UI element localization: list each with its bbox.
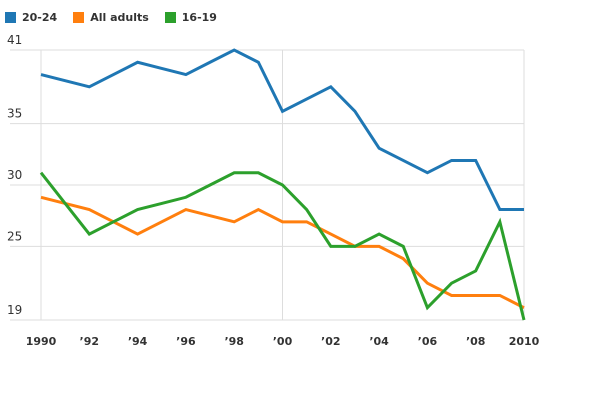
x-tick-label: ’06 — [418, 335, 438, 348]
legend-label: 20-24 — [22, 11, 58, 24]
y-tick-label: 30 — [7, 168, 22, 182]
series-line-20-24 — [40, 48, 524, 212]
x-tick-label: ’04 — [369, 335, 389, 348]
x-tick-label: ’98 — [224, 335, 244, 348]
x-tick-label: ’92 — [80, 335, 100, 348]
legend-item-all-adults[interactable]: All adults — [73, 11, 149, 24]
x-tick-label: 1990 — [26, 335, 57, 348]
x-tick-label: ’00 — [273, 335, 293, 348]
legend-item-16-19[interactable]: 16-19 — [164, 11, 217, 24]
y-tick-label: 25 — [7, 229, 22, 243]
series-line-16-19 — [39, 171, 526, 321]
legend-label: All adults — [90, 11, 149, 24]
y-tick-label: 41 — [7, 33, 22, 47]
legend: 20-24 All adults 16-19 — [5, 11, 217, 24]
x-tick-label: ’02 — [321, 335, 341, 348]
x-tick-label: ’96 — [176, 335, 196, 348]
legend-swatch — [164, 12, 176, 23]
x-tick-label: ’94 — [128, 335, 148, 348]
legend-swatch — [5, 12, 16, 23]
x-tick-label: 2010 — [509, 335, 540, 348]
legend-label: 16-19 — [181, 11, 217, 24]
x-tick-label: ’08 — [466, 335, 486, 348]
y-tick-label: 19 — [7, 303, 22, 317]
legend-item-20-24[interactable]: 20-24 — [5, 11, 57, 24]
legend-swatch — [73, 12, 85, 23]
y-tick-label: 35 — [7, 107, 22, 121]
